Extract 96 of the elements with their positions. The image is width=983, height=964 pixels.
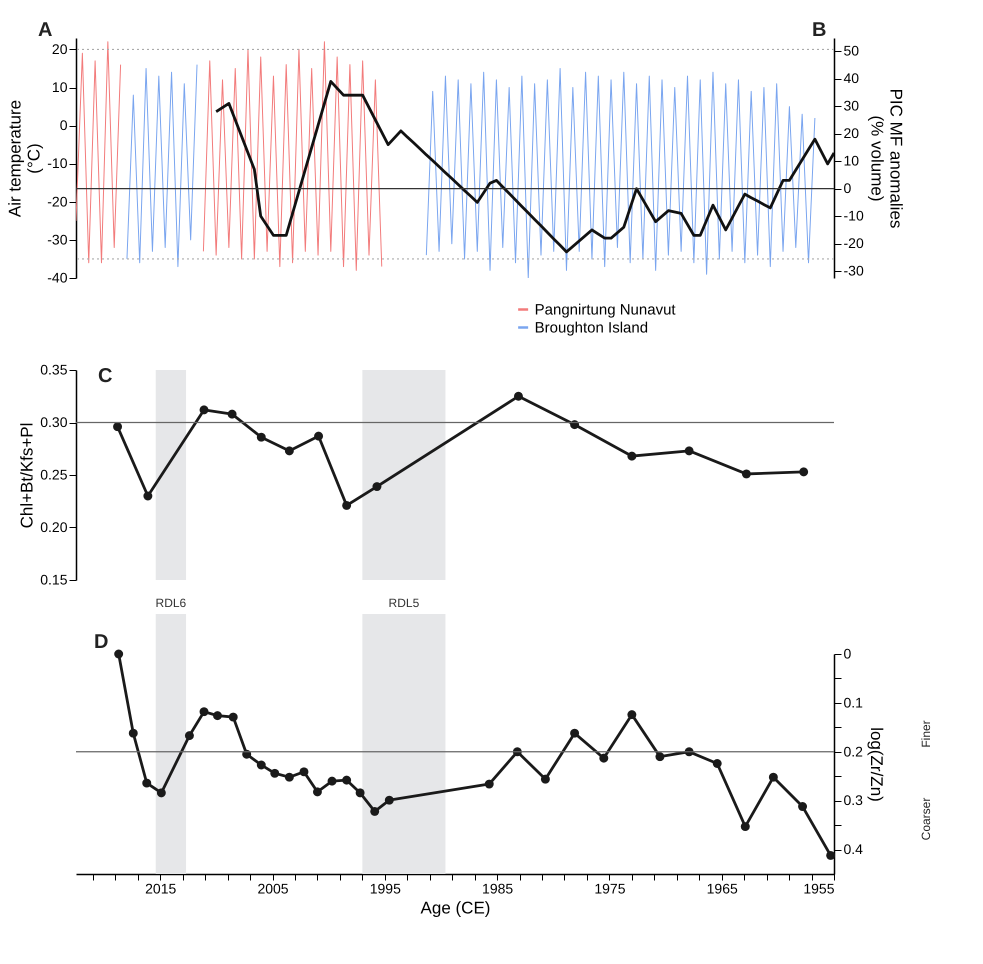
y2-tick-label: -20	[844, 235, 864, 252]
y2-tick-label: 40	[844, 70, 860, 86]
y2-tick-label: 10	[844, 152, 860, 169]
y-tick-label: 0	[60, 117, 68, 134]
y-tick-label: -10	[47, 155, 68, 172]
y-tick-label: 0.25	[40, 466, 68, 482]
point	[256, 432, 266, 442]
point	[342, 776, 352, 785]
point	[798, 802, 808, 811]
line-series	[76, 41, 122, 264]
y-axis-title: Air temperature (°C)	[5, 100, 44, 218]
point	[370, 806, 380, 816]
band-label: RDL6	[156, 596, 187, 610]
y2-tick-label: 50	[844, 42, 860, 59]
y2-tick-label: 0.4	[844, 841, 864, 858]
point	[342, 500, 352, 510]
point	[712, 759, 722, 768]
point	[228, 712, 238, 722]
point	[384, 796, 394, 805]
x-axis-title: Age (CE)	[420, 898, 490, 918]
point	[570, 728, 580, 738]
y2-tick-label: -30	[844, 262, 864, 279]
legend-label: Pangnirtung Nunavut	[534, 302, 676, 318]
x-tick-label: 2015	[145, 880, 177, 896]
point	[314, 432, 324, 441]
text: A	[38, 19, 52, 41]
y-tick-label: 0.20	[40, 519, 68, 535]
x-tick-label: 1955	[803, 880, 835, 896]
point	[768, 772, 778, 782]
y2-tick-label: 30	[844, 98, 860, 114]
point	[655, 752, 664, 762]
point	[484, 780, 494, 789]
y2-axis-title: PIC MF anomalies (% volume)	[868, 88, 906, 228]
point	[142, 778, 152, 788]
text: D	[94, 631, 108, 653]
point	[113, 422, 122, 432]
x-tick-label: 1965	[706, 880, 738, 896]
y-tick-label: 0.35	[40, 362, 68, 378]
legend-label: Broughton Island	[534, 320, 648, 336]
x-tick-label: 1995	[370, 880, 402, 896]
x-tick-label: 1985	[482, 880, 514, 896]
line-series	[426, 68, 816, 278]
x-tick-label: 1975	[594, 880, 626, 896]
point	[128, 728, 138, 738]
point	[799, 467, 808, 476]
point	[328, 776, 337, 786]
point	[200, 405, 208, 414]
point	[826, 850, 836, 860]
y2-tick-label: 0.3	[844, 792, 864, 808]
point	[540, 774, 550, 784]
point	[256, 760, 266, 770]
point	[143, 492, 152, 500]
y2-axis-title: log(Zr/Zn)	[866, 727, 886, 802]
point	[514, 392, 523, 401]
point	[200, 707, 208, 716]
line-series	[202, 41, 382, 271]
point	[372, 482, 382, 492]
y-tick-label: -30	[47, 231, 68, 248]
annotation: C	[98, 365, 112, 387]
y-axis-title: Chl+Bt/Kfs+Pl	[17, 422, 36, 528]
point	[312, 787, 322, 796]
point	[228, 410, 237, 419]
point	[684, 446, 694, 456]
y-tick-label: 10	[52, 79, 68, 96]
text: Coarser	[919, 798, 933, 840]
point	[740, 822, 750, 832]
point	[284, 772, 294, 782]
y2-tick-label: -10	[844, 208, 864, 224]
point	[156, 788, 166, 798]
point	[114, 650, 124, 658]
y-tick-label: -40	[47, 270, 68, 286]
y2-tick-label: 0	[844, 646, 852, 662]
point	[213, 711, 222, 720]
point	[627, 452, 636, 461]
point	[599, 754, 608, 763]
line-series	[214, 80, 834, 254]
point	[299, 767, 308, 776]
y-tick-label: 0.30	[40, 414, 68, 430]
annotation: B	[812, 19, 826, 41]
y-tick-label: -20	[47, 193, 68, 210]
point	[742, 469, 751, 478]
y2-tick-label: 0	[844, 180, 852, 196]
point	[627, 710, 636, 720]
y2-tick-label: 0.2	[844, 743, 864, 760]
line-series	[126, 64, 198, 268]
y-tick-label: 20	[52, 40, 68, 57]
point	[356, 788, 365, 798]
band-label: RDL5	[388, 596, 420, 610]
y2-tick-label: 0.1	[844, 694, 864, 710]
x-tick-label: 2005	[257, 880, 289, 896]
y2-tick-label: 20	[844, 125, 860, 142]
point	[184, 731, 194, 740]
text: Finer	[919, 720, 933, 748]
y-tick-label: 0.15	[40, 572, 68, 588]
point	[270, 768, 280, 778]
point	[284, 446, 294, 456]
